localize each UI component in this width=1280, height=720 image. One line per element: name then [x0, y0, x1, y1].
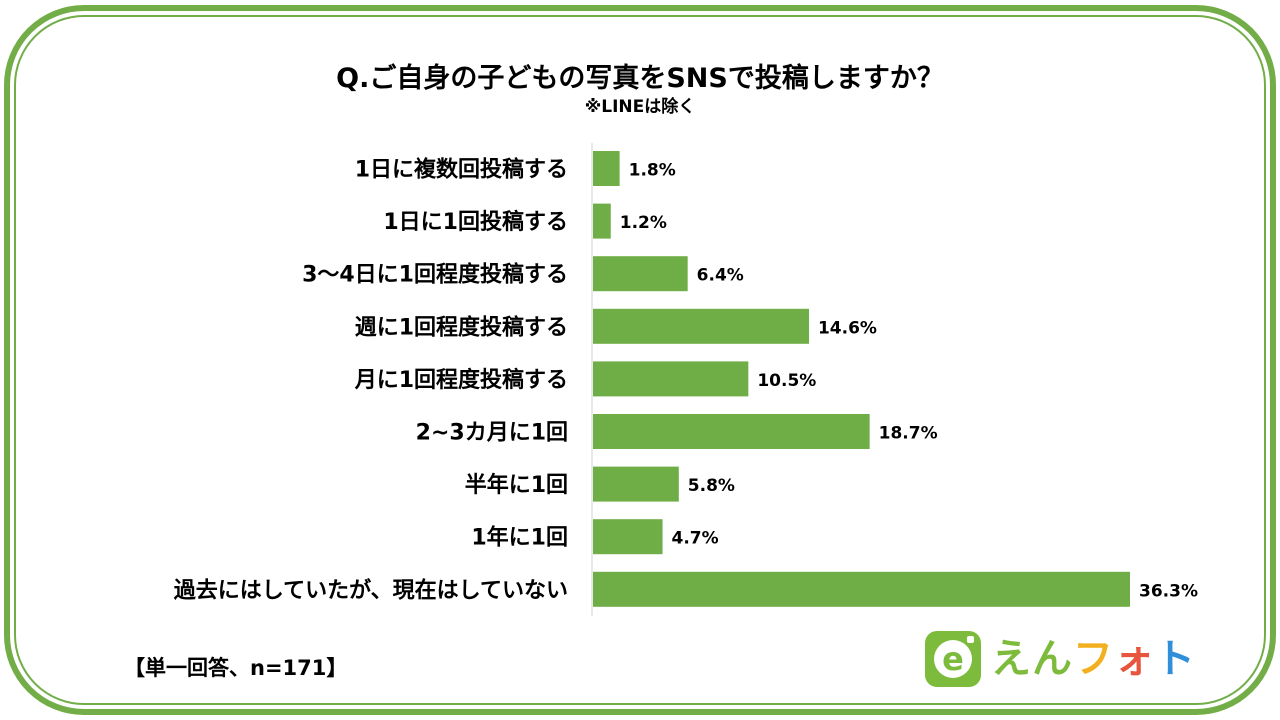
category-label: 過去にはしていたが、現在はしていない: [174, 577, 568, 603]
category-label: 1日に複数回投稿する: [355, 157, 568, 183]
outer-frame: [4, 5, 1276, 715]
value-label: 1.8%: [629, 161, 676, 181]
value-label: 14.6%: [818, 318, 877, 338]
logo-wordmark: えんフォト: [991, 631, 1196, 687]
inner-frame: [14, 15, 1266, 705]
value-label: 6.4%: [697, 266, 744, 286]
chart-subtitle: ※LINEは除く: [584, 97, 696, 117]
value-label: 4.7%: [672, 529, 719, 549]
logo-char: ォ: [1114, 636, 1155, 682]
value-label: 18.7%: [879, 424, 938, 444]
bar: [593, 151, 620, 186]
bar: [593, 308, 809, 344]
bar: [593, 256, 688, 292]
bar: [593, 414, 870, 449]
category-label: 3〜4日に1回程度投稿する: [302, 262, 568, 288]
value-label: 5.8%: [688, 476, 735, 496]
logo-char: フ: [1073, 636, 1114, 682]
sample-size-note: 【単一回答、n=171】: [124, 656, 348, 680]
category-label: 週に1回程度投稿する: [355, 314, 568, 340]
logo-char: え: [991, 636, 1032, 682]
chart-title: Q.ご自身の子どもの写真をSNSで投稿しますか？: [336, 63, 944, 94]
value-label: 10.5%: [757, 371, 816, 391]
logo-mark-icon: e: [925, 631, 981, 687]
category-label: 1年に1回: [471, 525, 568, 551]
category-label: 月に1回程度投稿する: [354, 367, 568, 393]
value-label: 36.3%: [1139, 581, 1198, 601]
bar: [593, 571, 1130, 607]
category-label: 2~3カ月に1回: [416, 421, 568, 446]
category-label: 半年に1回: [465, 472, 568, 498]
bar: [593, 519, 663, 555]
logo-char: ん: [1032, 636, 1073, 682]
category-label: 1日に1回投稿する: [383, 209, 568, 235]
bar: [593, 466, 679, 502]
logo-char: ト: [1155, 636, 1196, 682]
brand-logo: e えんフォト: [925, 631, 1196, 687]
bar: [593, 361, 749, 397]
bar: [593, 203, 611, 239]
logo-mark-letter: e: [942, 640, 964, 678]
value-label: 1.2%: [620, 213, 667, 233]
